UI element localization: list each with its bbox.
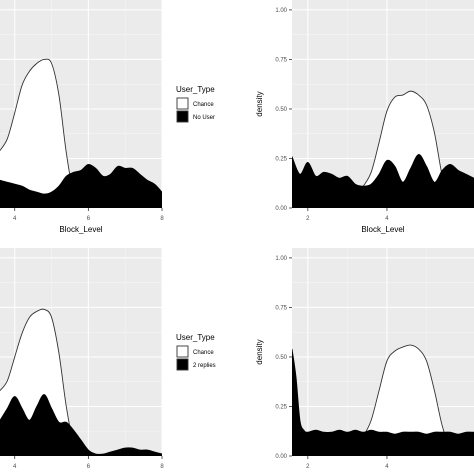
y-tick-label: 1.00 — [275, 256, 287, 262]
x-tick-label: 4 — [385, 464, 389, 470]
legend-key — [176, 97, 189, 110]
density-line-chance — [347, 90, 459, 208]
density-line-chance — [0, 58, 82, 208]
y-tick-label: 0.25 — [275, 156, 287, 162]
density-line-chance — [0, 308, 82, 456]
y-tick-label: 0.00 — [275, 206, 287, 212]
x-tick-label: 2 — [306, 464, 310, 470]
panel-top-right: 2 4 0.00 0.25 0.50 0.75 1.00 Block_Level density — [255, 0, 474, 234]
density-area-no-user — [292, 154, 474, 208]
legend-label: No User — [193, 115, 215, 121]
x-tick-label: 6 — [87, 464, 91, 470]
y-tick-label: 0.25 — [275, 404, 287, 410]
y-tick-label: 0.75 — [275, 305, 287, 311]
density-area-2-replies — [0, 394, 162, 456]
y-axis-title: density — [255, 339, 264, 364]
y-axis-title: density — [255, 91, 264, 116]
y-tick-label: 0.00 — [275, 454, 287, 460]
density-line-no-user — [0, 163, 162, 195]
density-area-no-user — [0, 164, 162, 208]
legend-label: 2 replies — [193, 363, 216, 369]
legend-label: Chance — [193, 102, 214, 108]
density-areas — [0, 308, 162, 456]
x-tick-label: 4 — [13, 216, 17, 222]
legend-key — [176, 345, 189, 358]
y-tick-label: 0.50 — [275, 355, 287, 361]
density-area-chance — [347, 345, 459, 456]
x-tick-label: 4 — [13, 464, 17, 470]
density-areas — [0, 58, 162, 208]
x-tick-label: 4 — [385, 216, 389, 222]
x-tick-label: 8 — [160, 464, 164, 470]
panel-bottom-left: 4 6 8 User_Type Chance 2 replies — [0, 248, 216, 470]
legend-key — [176, 358, 189, 371]
legend-key — [176, 110, 189, 123]
x-tick-label: 6 — [87, 216, 91, 222]
panel-top-left: 4 6 8 Block_Level User_Type Chance No User — [0, 0, 215, 234]
legend: User_Type Chance 2 replies — [176, 333, 216, 371]
legend: User_Type Chance No User — [176, 85, 215, 123]
x-tick-label: 2 — [306, 216, 310, 222]
y-tick-label: 1.00 — [275, 8, 287, 14]
legend-title: User_Type — [176, 333, 215, 342]
panel-bottom-right: 2 4 0.00 0.25 0.50 0.75 1.00 density — [255, 248, 474, 470]
density-areas — [292, 90, 474, 208]
x-tick-label: 8 — [160, 216, 164, 222]
density-line-2-replies — [292, 348, 474, 435]
density-areas — [292, 344, 474, 456]
density-area-chance — [0, 59, 81, 208]
y-tick-label: 0.75 — [275, 57, 287, 63]
x-axis-title: Block_Level — [361, 225, 404, 234]
legend-label: Chance — [193, 350, 214, 356]
x-axis-title: Block_Level — [59, 225, 102, 234]
legend-title: User_Type — [176, 85, 215, 94]
density-line-no-user — [292, 154, 474, 187]
density-line-2-replies — [0, 394, 162, 455]
y-tick-label: 0.50 — [275, 107, 287, 113]
density-area-2-replies — [292, 349, 474, 456]
